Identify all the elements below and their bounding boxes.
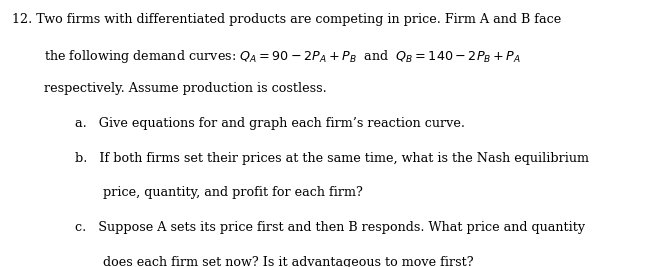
Text: price, quantity, and profit for each firm?: price, quantity, and profit for each fir… [103, 186, 363, 199]
Text: b.   If both firms set their prices at the same time, what is the Nash equilibri: b. If both firms set their prices at the… [75, 152, 589, 165]
Text: does each firm set now? Is it advantageous to move first?: does each firm set now? Is it advantageo… [103, 256, 473, 267]
Text: 12. Two firms with differentiated products are competing in price. Firm A and B : 12. Two firms with differentiated produc… [12, 13, 561, 26]
Text: a.   Give equations for and graph each firm’s reaction curve.: a. Give equations for and graph each fir… [75, 117, 465, 130]
Text: respectively. Assume production is costless.: respectively. Assume production is costl… [44, 82, 327, 95]
Text: the following demand curves: $Q_A = 90 - 2P_A + P_B$  and  $Q_B = 140 - 2P_B + P: the following demand curves: $Q_A = 90 -… [44, 48, 522, 65]
Text: c.   Suppose A sets its price first and then B responds. What price and quantity: c. Suppose A sets its price first and th… [75, 221, 585, 234]
